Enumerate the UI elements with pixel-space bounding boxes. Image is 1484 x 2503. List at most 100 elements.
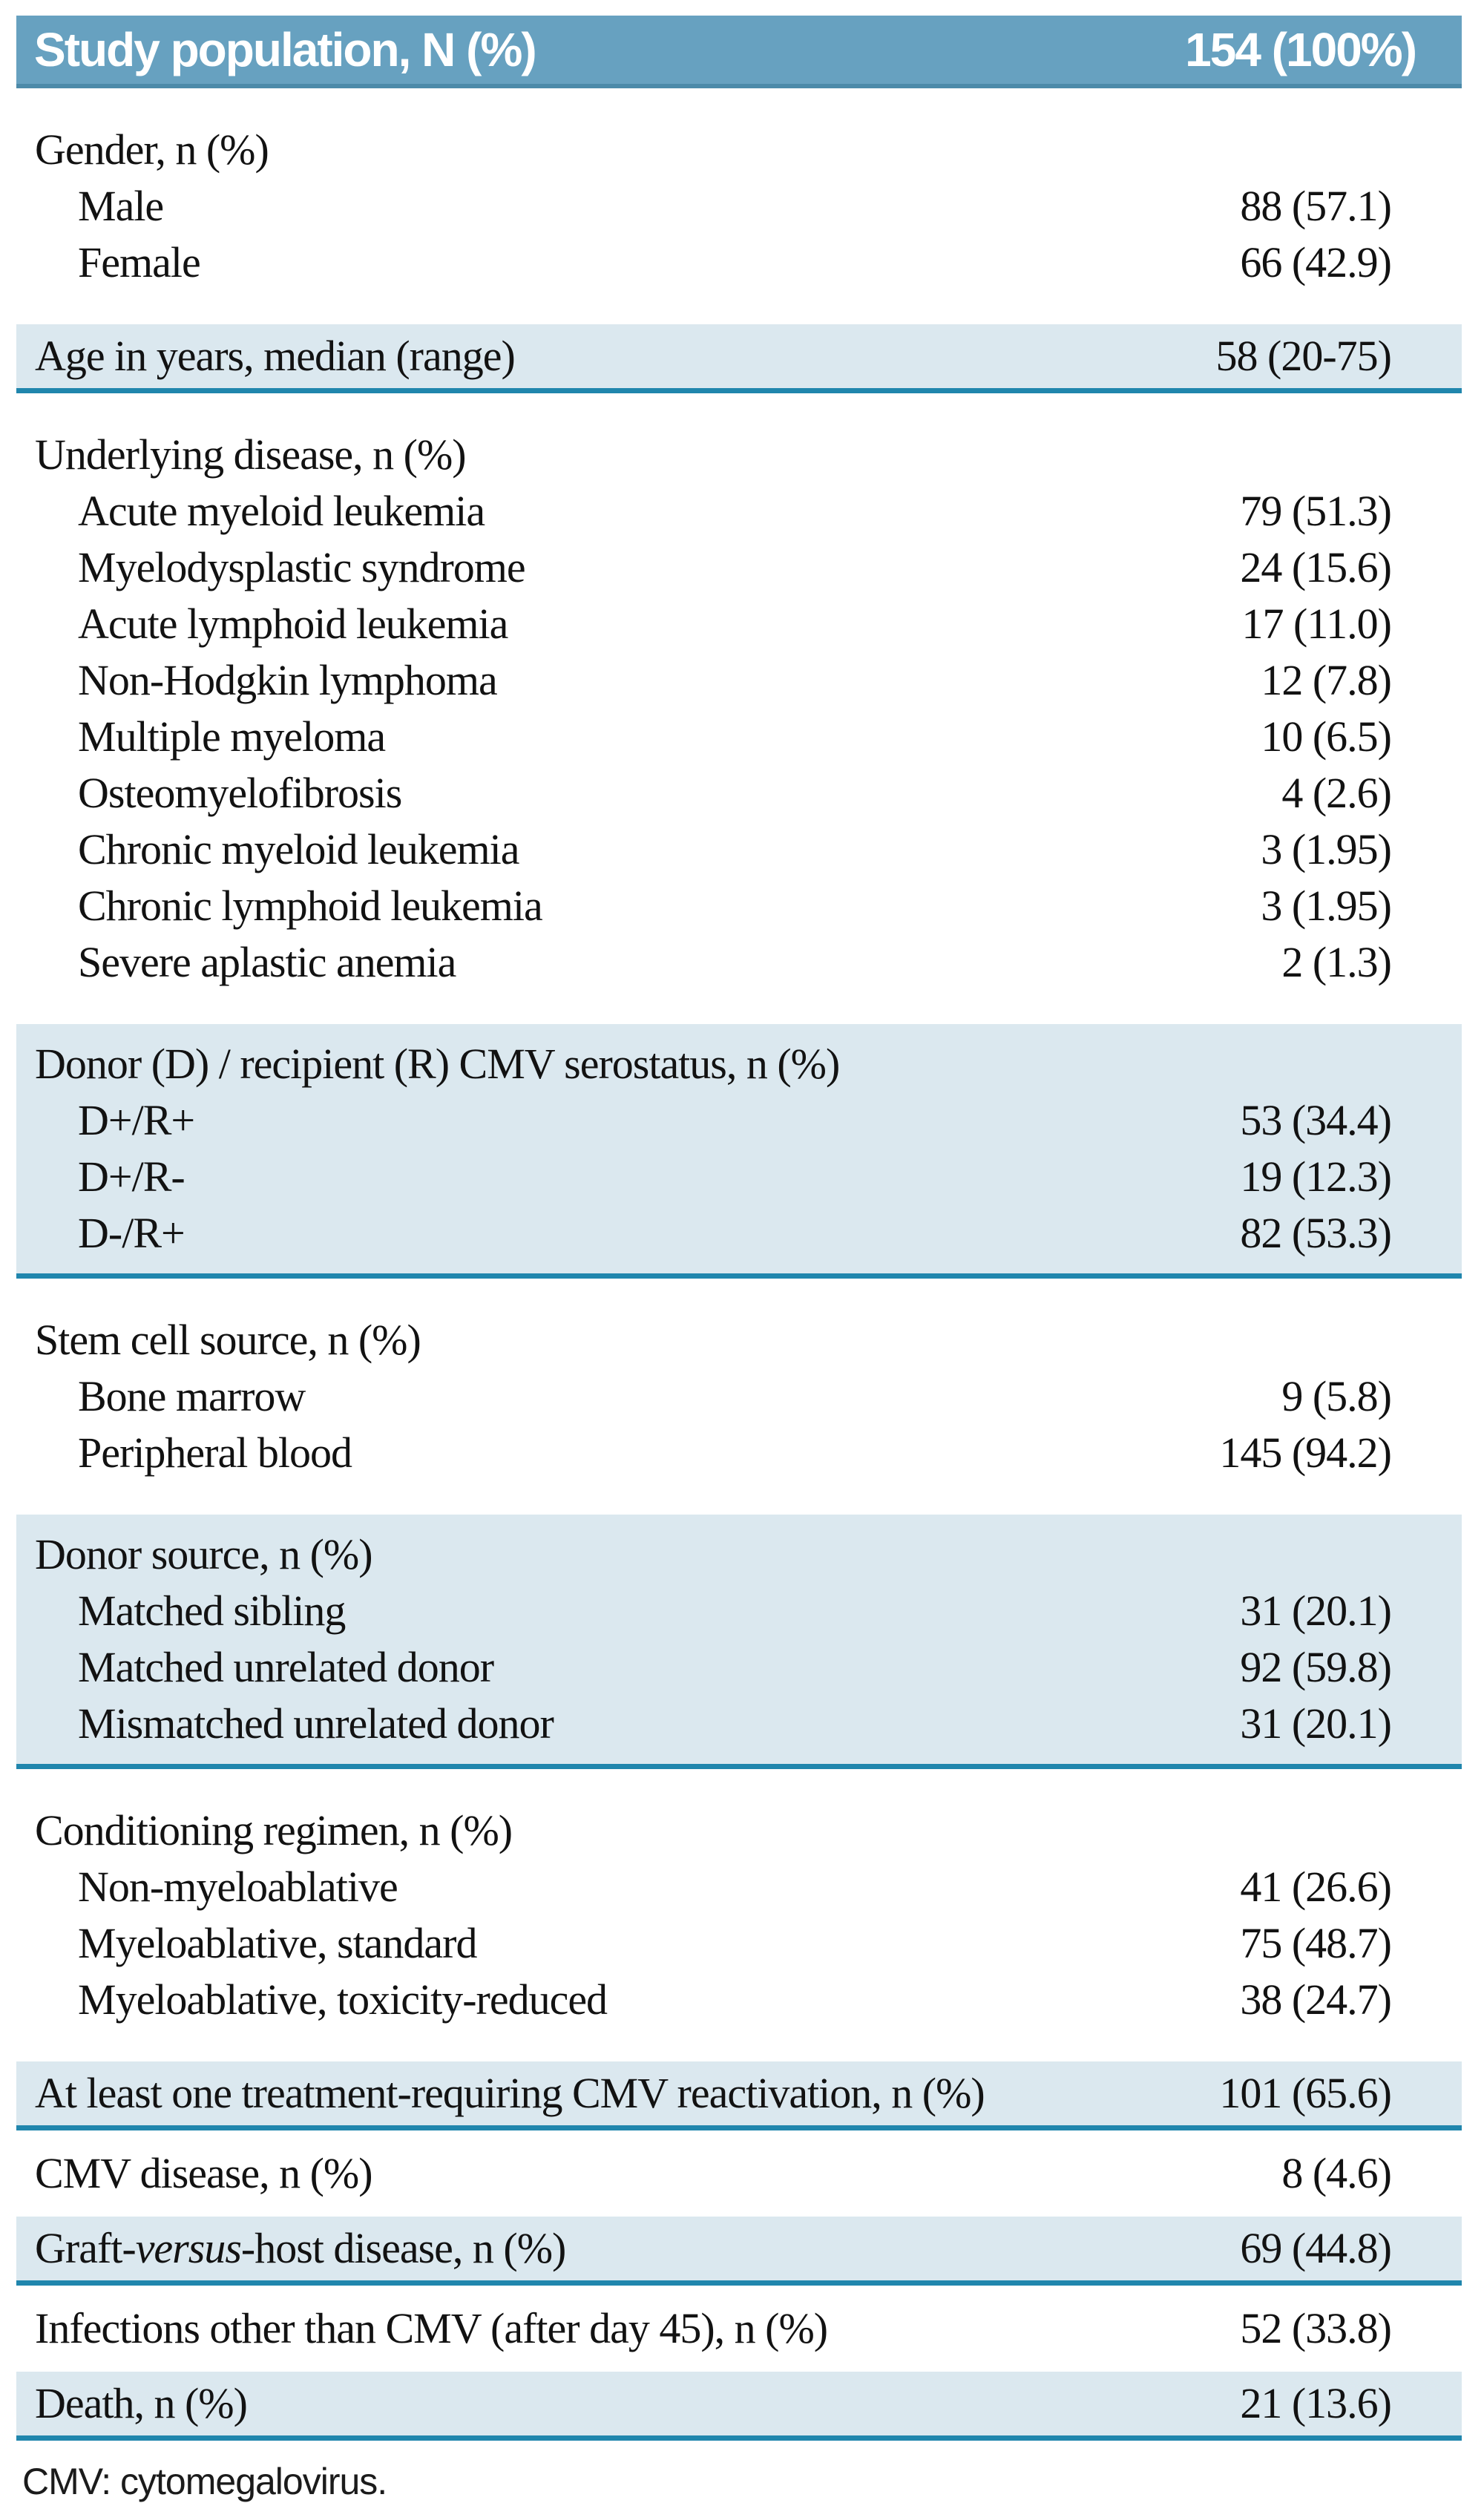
table-row: D+/R- 19 (12.3) bbox=[16, 1149, 1462, 1205]
row-value: 4 (2.6) bbox=[1281, 769, 1392, 817]
row-value: 38 (24.7) bbox=[1240, 1975, 1392, 2024]
row-label: Mismatched unrelated donor bbox=[78, 1699, 554, 1748]
table-section-11: Death, n (%) 21 (13.6) bbox=[16, 2372, 1462, 2441]
row-label: Gender, n (%) bbox=[35, 125, 269, 174]
table-row: Peripheral blood 145 (94.2) bbox=[16, 1425, 1462, 1481]
row-value: 58 (20-75) bbox=[1215, 332, 1392, 380]
table-row: Osteomyelofibrosis 4 (2.6) bbox=[16, 765, 1462, 821]
row-value: 145 (94.2) bbox=[1219, 1428, 1392, 1477]
row-value: 3 (1.95) bbox=[1261, 825, 1392, 873]
table-row: Chronic lymphoid leukemia 3 (1.95) bbox=[16, 878, 1462, 934]
row-value: 12 (7.8) bbox=[1261, 656, 1392, 704]
table-header-value: 154 (100%) bbox=[1185, 23, 1417, 76]
row-label: Conditioning regimen, n (%) bbox=[35, 1806, 513, 1854]
table-row: Chronic myeloid leukemia 3 (1.95) bbox=[16, 821, 1462, 878]
table-row: Mismatched unrelated donor 31 (20.1) bbox=[16, 1696, 1462, 1752]
table-section-10: Infections other than CMV (after day 45)… bbox=[16, 2286, 1462, 2372]
row-label: Non-myeloablative bbox=[78, 1863, 398, 1911]
row-label: Chronic myeloid leukemia bbox=[78, 825, 520, 873]
row-value: 21 (13.6) bbox=[1240, 2379, 1392, 2427]
table-row: Non-Hodgkin lymphoma 12 (7.8) bbox=[16, 652, 1462, 709]
row-label: Bone marrow bbox=[78, 1372, 306, 1420]
table-row: Myelodysplastic syndrome 24 (15.6) bbox=[16, 539, 1462, 596]
table-row: Acute lymphoid leukemia 17 (11.0) bbox=[16, 596, 1462, 652]
table-section-6: Conditioning regimen, n (%) Non-myeloabla… bbox=[16, 1769, 1462, 2061]
table-row: Severe aplastic anemia 2 (1.3) bbox=[16, 934, 1462, 991]
row-label: Matched unrelated donor bbox=[78, 1643, 494, 1691]
row-value: 9 (5.8) bbox=[1281, 1372, 1392, 1420]
row-label: Donor source, n (%) bbox=[35, 1530, 373, 1578]
row-value: 82 (53.3) bbox=[1240, 1209, 1392, 1257]
table-section-2: Underlying disease, n (%) Acute myeloid l… bbox=[16, 393, 1462, 1024]
row-label: Myeloablative, toxicity-reduced bbox=[78, 1975, 608, 2024]
table-section-7: At least one treatment-requiring CMV rea… bbox=[16, 2061, 1462, 2130]
table-row: Donor (D) / recipient (R) CMV serostatus… bbox=[16, 1036, 1462, 1092]
table-row: Matched unrelated donor 92 (59.8) bbox=[16, 1639, 1462, 1696]
table-row: Bone marrow 9 (5.8) bbox=[16, 1368, 1462, 1425]
table-section-0: Gender, n (%) Male 88 (57.1) Female 66 (42.9… bbox=[16, 88, 1462, 324]
row-label: Underlying disease, n (%) bbox=[35, 430, 467, 479]
table-row: Infections other than CMV (after day 45)… bbox=[16, 2300, 1462, 2357]
table-row: Male 88 (57.1) bbox=[16, 178, 1462, 234]
row-label: D+/R+ bbox=[78, 1096, 195, 1144]
table-section-3: Donor (D) / recipient (R) CMV serostatus… bbox=[16, 1024, 1462, 1279]
row-label: Peripheral blood bbox=[78, 1428, 352, 1477]
row-value: 2 (1.3) bbox=[1281, 938, 1392, 986]
row-value: 41 (26.6) bbox=[1240, 1863, 1392, 1911]
table-row: At least one treatment-requiring CMV rea… bbox=[16, 2065, 1462, 2122]
table-section-5: Donor source, n (%) Matched sibling 31 (20… bbox=[16, 1515, 1462, 1769]
row-label: Acute lymphoid leukemia bbox=[78, 600, 508, 648]
row-label: Donor (D) / recipient (R) CMV serostatus… bbox=[35, 1040, 840, 1088]
table-row: D+/R+ 53 (34.4) bbox=[16, 1092, 1462, 1149]
table-row: Gender, n (%) bbox=[16, 122, 1462, 178]
row-value: 52 (33.8) bbox=[1240, 2304, 1392, 2352]
row-label: Chronic lymphoid leukemia bbox=[78, 882, 543, 930]
row-label: Myeloablative, standard bbox=[78, 1919, 477, 1967]
row-label: Osteomyelofibrosis bbox=[78, 769, 402, 817]
table-section-9: Graft-versus-host disease, n (%) 69 (44.8… bbox=[16, 2217, 1462, 2286]
row-value: 17 (11.0) bbox=[1241, 600, 1392, 648]
row-label: Stem cell source, n (%) bbox=[35, 1316, 421, 1364]
row-label: Infections other than CMV (after day 45)… bbox=[35, 2304, 828, 2352]
footnote: CMV: cytomegalovirus. bbox=[22, 2461, 387, 2502]
table-row: Non-myeloablative 41 (26.6) bbox=[16, 1859, 1462, 1915]
table-row: Donor source, n (%) bbox=[16, 1526, 1462, 1583]
table-row: Stem cell source, n (%) bbox=[16, 1312, 1462, 1368]
row-label: Age in years, median (range) bbox=[35, 332, 516, 380]
table-row: Conditioning regimen, n (%) bbox=[16, 1802, 1462, 1859]
row-value: 3 (1.95) bbox=[1261, 882, 1392, 930]
table-row: Multiple myeloma 10 (6.5) bbox=[16, 709, 1462, 765]
table-row: Age in years, median (range) 58 (20-75) bbox=[16, 328, 1462, 384]
table-row: Acute myeloid leukemia 79 (51.3) bbox=[16, 483, 1462, 539]
row-label: CMV disease, n (%) bbox=[35, 2149, 373, 2197]
row-value: 31 (20.1) bbox=[1240, 1699, 1392, 1748]
table-sections: Gender, n (%) Male 88 (57.1) Female 66 (42.9… bbox=[16, 88, 1462, 2441]
row-label: Graft-versus-host disease, n (%) bbox=[35, 2224, 566, 2272]
table-row: Matched sibling 31 (20.1) bbox=[16, 1583, 1462, 1639]
row-label: D-/R+ bbox=[78, 1209, 186, 1257]
row-value: 66 (42.9) bbox=[1240, 238, 1392, 286]
row-value: 88 (57.1) bbox=[1240, 182, 1392, 230]
row-value: 24 (15.6) bbox=[1240, 543, 1392, 591]
table-row: Myeloablative, standard 75 (48.7) bbox=[16, 1915, 1462, 1972]
row-value: 53 (34.4) bbox=[1240, 1096, 1392, 1144]
row-value: 69 (44.8) bbox=[1240, 2224, 1392, 2272]
table-section-1: Age in years, median (range) 58 (20-75) bbox=[16, 324, 1462, 393]
table-row: Myeloablative, toxicity-reduced 38 (24.7) bbox=[16, 1972, 1462, 2028]
row-label: Death, n (%) bbox=[35, 2379, 248, 2427]
table-row: Graft-versus-host disease, n (%) 69 (44.8… bbox=[16, 2220, 1462, 2277]
table-row: Female 66 (42.9) bbox=[16, 234, 1462, 291]
row-label: Myelodysplastic syndrome bbox=[78, 543, 526, 591]
table-row: CMV disease, n (%) 8 (4.6) bbox=[16, 2145, 1462, 2202]
table-header-label: Study population, N (%) bbox=[34, 23, 537, 76]
row-label: Severe aplastic anemia bbox=[78, 938, 456, 986]
row-label: Acute myeloid leukemia bbox=[78, 487, 485, 535]
row-label: Non-Hodgkin lymphoma bbox=[78, 656, 498, 704]
table-section-4: Stem cell source, n (%) Bone marrow 9 (5.8… bbox=[16, 1279, 1462, 1515]
row-value: 92 (59.8) bbox=[1240, 1643, 1392, 1691]
row-value: 75 (48.7) bbox=[1240, 1919, 1392, 1967]
table-section-8: CMV disease, n (%) 8 (4.6) bbox=[16, 2130, 1462, 2217]
row-value: 79 (51.3) bbox=[1240, 487, 1392, 535]
table-header-row: Study population, N (%) 154 (100%) bbox=[16, 16, 1462, 88]
row-label: D+/R- bbox=[78, 1152, 186, 1201]
